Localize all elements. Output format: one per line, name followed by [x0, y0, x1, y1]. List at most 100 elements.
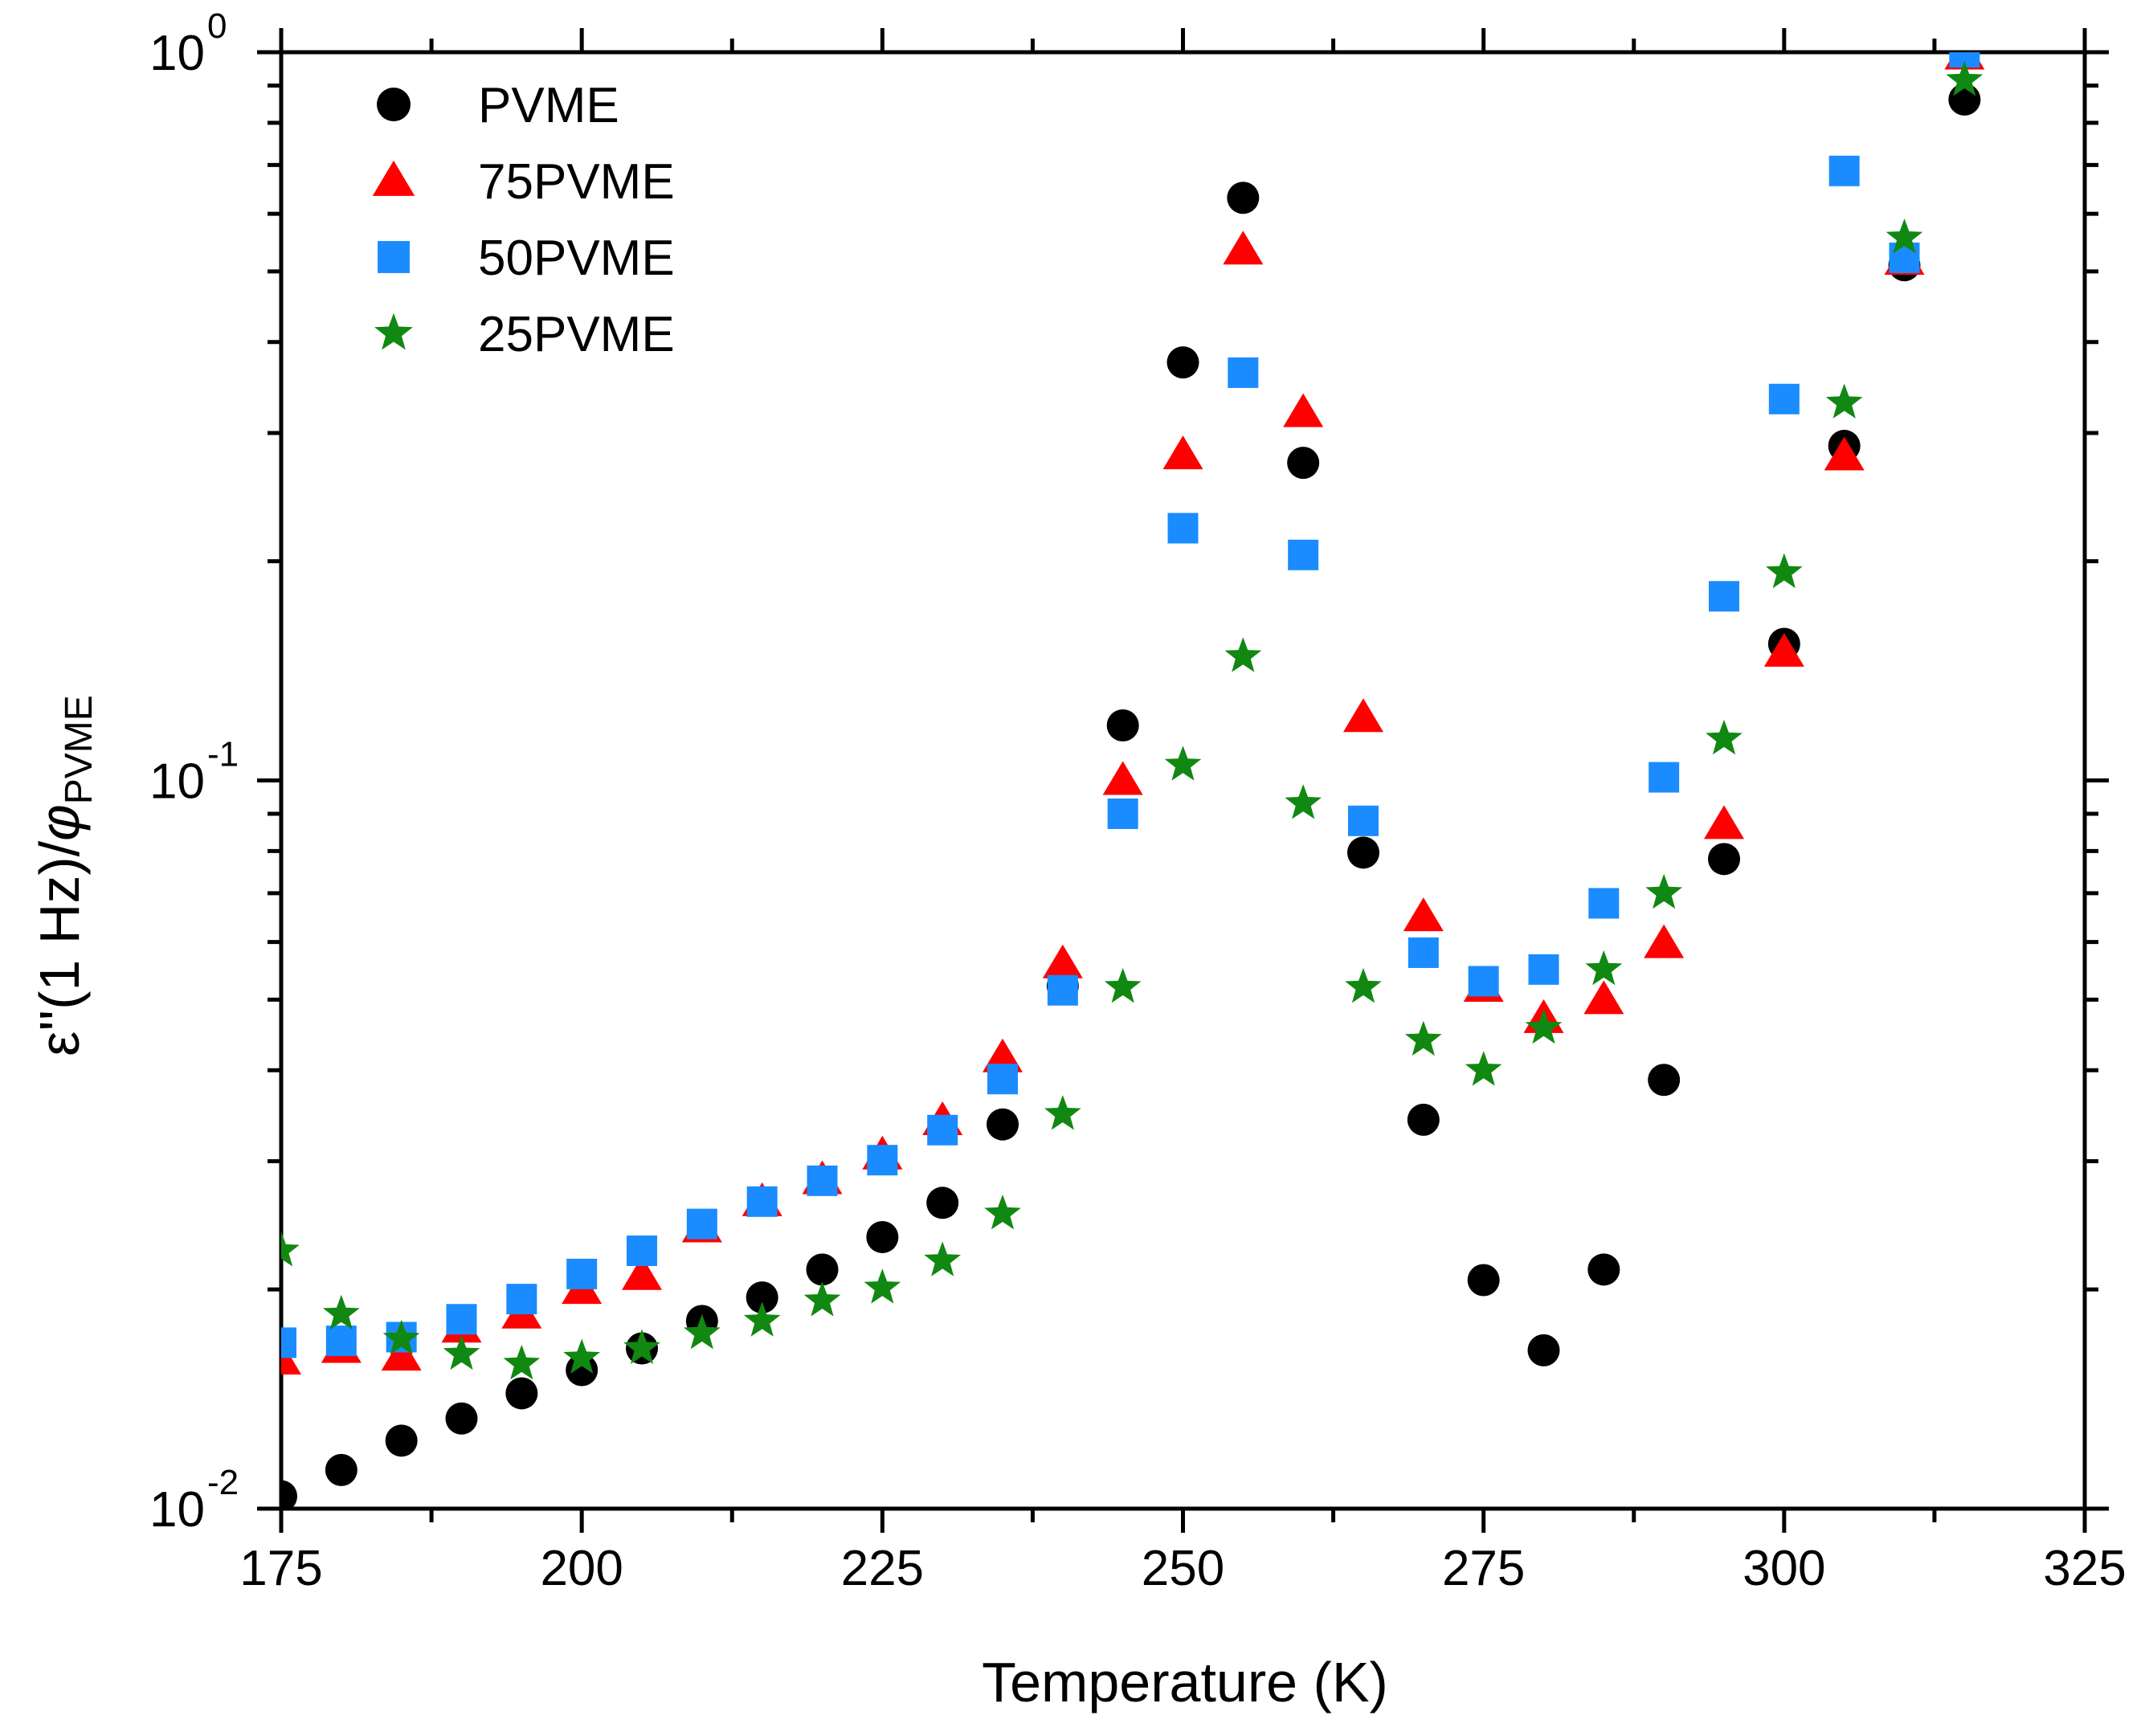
x-tick-label: 175 [239, 1541, 322, 1596]
data-point [743, 1301, 781, 1337]
data-point [281, 1232, 300, 1267]
data-point [807, 1165, 838, 1196]
data-point [1645, 873, 1682, 909]
data-point [924, 1241, 961, 1276]
data-point [1467, 1264, 1500, 1297]
legend: PVME 75PVME 50PVME 25PVME [372, 78, 675, 362]
data-point [627, 1236, 657, 1267]
data-point [281, 1480, 297, 1509]
data-point [1766, 553, 1803, 589]
data-point [1946, 61, 1984, 96]
data-point [325, 1453, 358, 1486]
x-tick-label: 200 [540, 1541, 623, 1596]
data-point [984, 1195, 1021, 1230]
data-point [1347, 836, 1379, 869]
data-point [746, 1281, 778, 1314]
x-tick-label: 225 [841, 1541, 924, 1596]
x-tick-label: 275 [1442, 1541, 1525, 1596]
data-point [684, 1313, 721, 1350]
legend-marker [374, 312, 413, 350]
legend-entry-50pvme: 50PVME [378, 231, 675, 286]
data-point [505, 1377, 538, 1410]
series-50pvme [281, 52, 1980, 1358]
data-point [1167, 513, 1199, 544]
data-point [1585, 950, 1623, 986]
data-point [803, 1281, 841, 1317]
data-point [445, 1402, 478, 1435]
data-point [1649, 762, 1680, 793]
data-point [1587, 1253, 1620, 1286]
data-point [1886, 219, 1923, 254]
data-point [1228, 357, 1259, 388]
data-point [1648, 1064, 1681, 1097]
data-point [1525, 1008, 1563, 1044]
legend-entry-25pvme: 25PVME [374, 307, 675, 362]
data-point [1706, 719, 1743, 755]
data-point [1104, 967, 1142, 1003]
data-point [281, 1327, 296, 1358]
legend-marker [378, 241, 410, 273]
data-point [1287, 447, 1320, 480]
data-point [1343, 698, 1383, 733]
y-axis-title-main: ε''(1 Hz)/ [28, 840, 91, 1056]
data-point [1468, 966, 1499, 997]
data-point [385, 1424, 418, 1457]
data-point [1403, 897, 1444, 932]
data-point [1345, 967, 1382, 1003]
data-point [566, 1258, 598, 1289]
data-point [927, 1114, 958, 1146]
data-point [1644, 924, 1685, 958]
data-point [1283, 393, 1324, 427]
data-point [323, 1294, 360, 1330]
data-point [1164, 745, 1202, 781]
data-point [1285, 784, 1322, 819]
data-point [1107, 798, 1138, 829]
data-point [446, 1304, 477, 1335]
data-point [686, 1208, 717, 1240]
data-point [1102, 761, 1143, 795]
data-point [1704, 805, 1744, 839]
data-point [1223, 231, 1264, 265]
legend-label: PVME [478, 78, 619, 133]
data-point [1408, 937, 1439, 968]
data-point [926, 1187, 959, 1219]
data-point [1166, 346, 1199, 379]
x-tick-label: 250 [1142, 1541, 1224, 1596]
data-point [864, 1268, 901, 1304]
data-point [623, 1329, 660, 1364]
y-axis-title-subscript: PVME [58, 695, 100, 804]
data-point [1528, 954, 1559, 985]
data-point [1889, 242, 1920, 273]
series-25pvme [281, 61, 1984, 1380]
data-point [506, 1284, 537, 1315]
data-point [1763, 632, 1804, 667]
data-point [325, 1325, 357, 1357]
data-point [1348, 805, 1379, 836]
data-point [1288, 539, 1319, 570]
data-point [1047, 974, 1078, 1006]
data-point [1405, 1020, 1442, 1056]
axis-ticks [257, 28, 2109, 1533]
data-point [503, 1344, 541, 1380]
data-point [1768, 383, 1800, 415]
data-point [1162, 435, 1203, 470]
data-markers [281, 52, 1985, 1509]
data-point [1044, 1095, 1081, 1130]
data-point [1708, 843, 1740, 876]
legend-marker [377, 88, 411, 121]
legend-marker [372, 160, 415, 196]
data-point [1824, 436, 1865, 471]
data-point [1583, 980, 1624, 1015]
data-point [1465, 1051, 1502, 1086]
legend-label: 75PVME [478, 154, 675, 210]
y-tick-label: 10 [149, 26, 205, 81]
data-point [987, 1064, 1018, 1095]
data-point [1407, 1103, 1440, 1136]
data-point [1527, 1334, 1560, 1366]
series-pvme [281, 83, 1981, 1509]
legend-entry-75pvme: 75PVME [372, 154, 675, 210]
x-tick-label: 300 [1743, 1541, 1825, 1596]
data-point [1042, 944, 1083, 978]
